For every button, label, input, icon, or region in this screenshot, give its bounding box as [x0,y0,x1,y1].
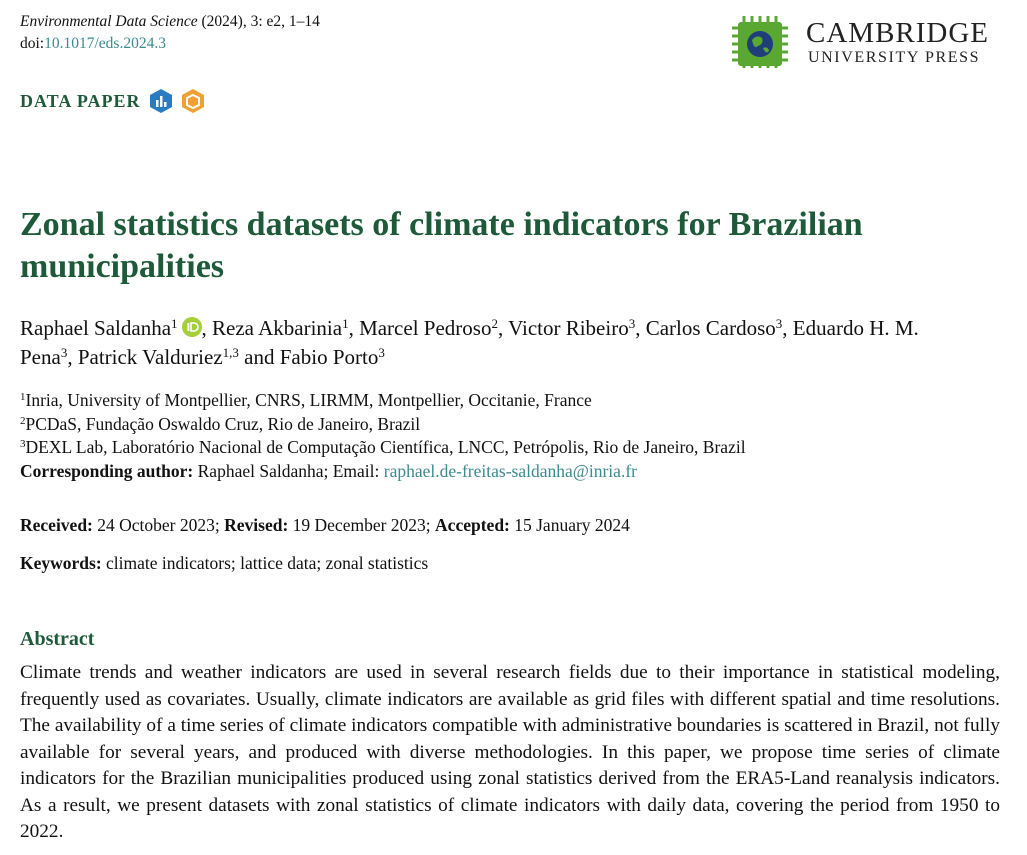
author-affiliation: 1 [171,316,178,331]
author-list: Raphael Saldanha1, Reza Akbarinia1, Marc… [20,314,920,372]
affiliation: 3DEXL Lab, Laboratório Nacional de Compu… [20,436,1010,460]
keywords-label: Keywords: [20,553,102,573]
author-name: Reza Akbarinia [212,316,343,340]
corresponding-label: Corresponding author: [20,460,194,481]
author-name: Raphael Saldanha [20,316,172,340]
journal-header: Environmental Data Science (2024), 3: e2… [20,11,320,55]
email-link[interactable]: raphael.de-freitas-saldanha@inria.fr [383,460,637,481]
keywords: Keywords: climate indicators; lattice da… [20,553,428,574]
publisher-logo: CAMBRIDGE UNIVERSITY PRESS [732,16,989,68]
author-separator: , [348,316,354,340]
corresponding-author: Corresponding author: Raphael Saldanha; … [20,460,1010,484]
globe-land [752,36,769,53]
author-name: Eduardo H. M. Pena [20,316,919,369]
affiliation-text: Inria, University of Montpellier, CNRS, … [25,390,592,410]
journal-name: Environmental Data Science [20,13,198,30]
publisher-name: CAMBRIDGE [806,17,989,49]
author-name: Victor Ribeiro [508,316,629,340]
author-name: Fabio Porto [279,345,379,369]
author-separator: and [244,345,275,369]
author-name: Patrick Valduriez [77,345,223,369]
article-type-label: DATA PAPER [20,90,141,111]
article-type: DATA PAPER [20,88,205,114]
date-value: 24 October 2023; [97,515,220,535]
abstract-heading: Abstract [20,628,95,650]
dates: Received: 24 October 2023; Revised: 19 D… [20,515,630,536]
citation-line: Environmental Data Science (2024), 3: e2… [20,11,320,33]
affiliation-text: PCDaS, Fundação Oswaldo Cruz, Rio de Jan… [25,413,421,434]
affiliation: 1Inria, University of Montpellier, CNRS,… [20,389,1010,413]
affiliation-number: 1 [20,391,26,403]
author-separator: , [782,316,788,340]
author-affiliation: 1 [342,316,349,331]
author-separator: , [635,316,641,340]
author-affiliation: 3 [628,316,636,331]
keywords-text: climate indicators; lattice data; zonal … [106,553,429,573]
date-value: 15 January 2024 [514,515,630,535]
affiliation-number: 2 [20,414,26,427]
author-affiliation: 1,3 [222,345,239,360]
author-affiliation: 3 [60,345,68,360]
article-title: Zonal statistics datasets of climate ind… [20,206,863,285]
author-affiliation: 2 [491,316,498,331]
author-separator: , [67,345,73,369]
doi-line: doi:10.1017/eds.2024.3 [20,33,320,55]
author-separator: , [201,316,207,340]
corresponding-text: Raphael Saldanha; Email: [197,460,380,481]
date-label: Received: [20,515,93,535]
citation: (2024), 3: e2, 1–14 [201,13,320,30]
date-label: Accepted: [435,515,510,535]
open-materials-badge [181,89,204,113]
doi-link[interactable]: 10.1017/eds.2024.3 [44,35,166,52]
publisher-subname: UNIVERSITY PRESS [808,49,980,66]
affiliation-number: 3 [20,438,26,450]
affiliations: 1Inria, University of Montpellier, CNRS,… [20,389,1010,483]
affiliation-list: 1Inria, University of Montpellier, CNRS,… [20,389,1010,460]
date-value: 19 December 2023; [292,515,431,535]
affiliation: 2PCDaS, Fundação Oswaldo Cruz, Rio de Ja… [20,413,1010,437]
orcid-icon[interactable] [181,317,202,337]
author-name: Marcel Pedroso [359,316,492,340]
author-affiliation: 3 [775,316,783,331]
date-label: Revised: [224,515,289,535]
author-affiliation: 3 [378,345,385,360]
abstract-text: Climate trends and weather indicators ar… [20,662,1000,842]
doi-prefix: doi: [20,35,45,52]
author-name: Carlos Cardoso [645,316,776,340]
author-separator: , [497,316,504,340]
affiliation-text: DEXL Lab, Laboratório Nacional de Comput… [25,437,746,457]
open-data-badge [149,89,172,113]
